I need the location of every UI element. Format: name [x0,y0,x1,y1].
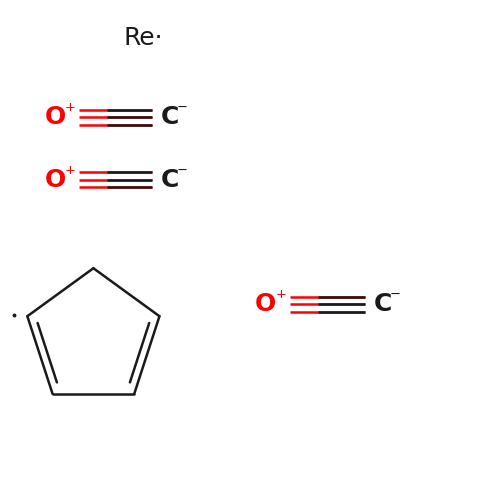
Text: −: − [177,163,187,177]
Text: C: C [374,292,392,316]
Text: −: − [390,288,400,301]
Text: +: + [276,288,286,301]
Text: C: C [161,105,179,129]
Text: O: O [45,105,66,129]
Text: Re·: Re· [124,26,163,50]
Text: C: C [161,168,179,192]
Text: O: O [45,168,66,192]
Text: −: − [177,101,187,114]
Text: +: + [65,101,76,114]
Text: O: O [255,292,276,316]
Text: +: + [65,163,76,177]
